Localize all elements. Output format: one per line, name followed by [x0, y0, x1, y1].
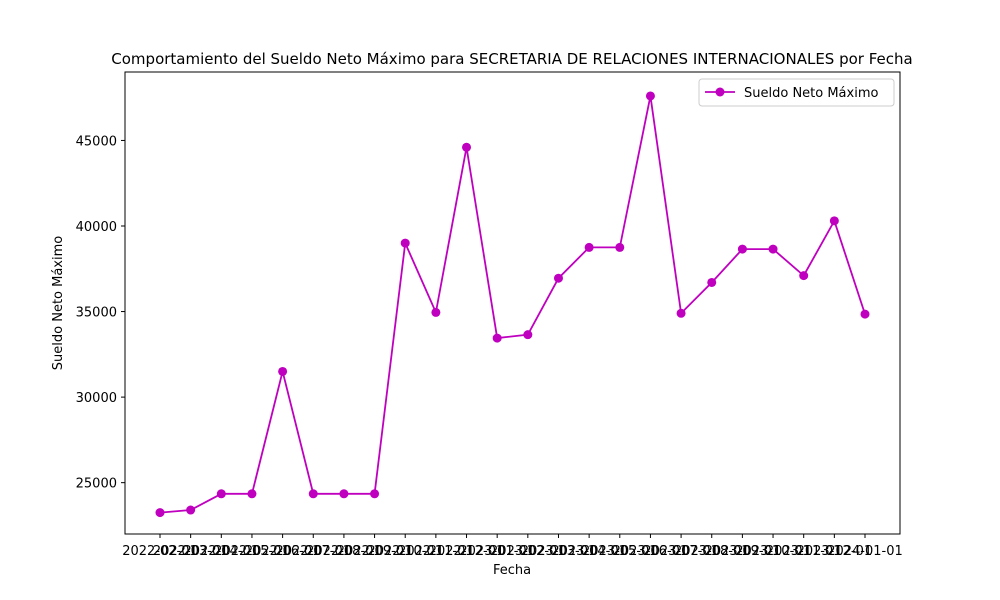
- y-axis-title: Sueldo Neto Máximo: [51, 236, 66, 370]
- x-tick-label: 2022-04-01: [184, 544, 260, 559]
- x-tick-label: 2023-09-01: [705, 544, 781, 559]
- data-point: [707, 277, 717, 287]
- x-tick-label: 2022-09-01: [337, 544, 413, 559]
- x-tick-label: 2024-01-01: [827, 544, 903, 559]
- x-tick-label: 2022-07-01: [275, 544, 351, 559]
- x-tick-label: 2023-07-01: [643, 544, 719, 559]
- x-tick-label: 2023-04-01: [551, 544, 627, 559]
- data-point: [645, 91, 655, 101]
- data-point: [278, 366, 288, 376]
- data-point: [492, 333, 502, 343]
- x-tick-label: 2023-01-01: [459, 544, 535, 559]
- data-point: [523, 330, 533, 340]
- data-point: [400, 238, 410, 248]
- x-tick-label: 2022-06-01: [245, 544, 321, 559]
- x-tick-label: 2022-02-01: [122, 544, 198, 559]
- data-point: [799, 271, 809, 281]
- x-tick-label: 2022-12-01: [429, 544, 505, 559]
- x-axis-title: Fecha: [493, 563, 531, 578]
- plot-area: [124, 71, 901, 535]
- y-tick-label: 40000: [76, 220, 117, 235]
- legend-marker-sample: [715, 87, 725, 97]
- data-point: [370, 489, 380, 499]
- x-tick-label: 2023-08-01: [674, 544, 750, 559]
- chart-title: Comportamiento del Sueldo Neto Máximo pa…: [111, 50, 912, 68]
- y-tick-label: 30000: [76, 391, 117, 406]
- x-tick-label: 2023-03-01: [521, 544, 597, 559]
- x-tick-label: 2022-10-01: [367, 544, 443, 559]
- data-point: [462, 142, 472, 152]
- y-tick-label: 45000: [76, 134, 117, 149]
- x-tick-label: 2022-08-01: [306, 544, 382, 559]
- series-line: [159, 95, 866, 514]
- y-axis: 25000 30000 35000 40000 45000: [76, 134, 125, 492]
- data-point: [186, 505, 196, 515]
- data-point: [155, 508, 165, 518]
- data-point: [584, 242, 594, 252]
- legend-box: [698, 78, 895, 107]
- x-axis: 2022-02-012022-03-012022-04-012022-05-01…: [122, 534, 903, 559]
- data-point: [676, 308, 686, 318]
- data-point: [308, 489, 318, 499]
- x-tick-label: 2023-05-01: [582, 544, 658, 559]
- data-point: [431, 307, 441, 317]
- data-point: [216, 489, 226, 499]
- x-tick-label: 2022-11-01: [398, 544, 474, 559]
- data-point: [615, 242, 625, 252]
- y-tick-label: 25000: [76, 477, 117, 492]
- data-point: [247, 489, 257, 499]
- data-point: [339, 489, 349, 499]
- data-point: [829, 216, 839, 226]
- x-tick-label: 2022-03-01: [153, 544, 229, 559]
- x-tick-label: 2023-10-01: [735, 544, 811, 559]
- data-point: [737, 244, 747, 254]
- y-tick-label: 35000: [76, 306, 117, 321]
- x-tick-label: 2023-06-01: [613, 544, 689, 559]
- x-tick-label: 2022-05-01: [214, 544, 290, 559]
- legend: Sueldo Neto Máximo: [698, 78, 895, 107]
- data-point: [860, 309, 870, 319]
- x-tick-label: 2023-02-01: [490, 544, 566, 559]
- data-point: [768, 244, 778, 254]
- legend-label: Sueldo Neto Máximo: [744, 86, 878, 101]
- series-points: [155, 91, 870, 518]
- x-tick-label: 2023-11-01: [766, 544, 842, 559]
- data-point: [553, 273, 563, 283]
- x-tick-label: 2023-12-01: [797, 544, 873, 559]
